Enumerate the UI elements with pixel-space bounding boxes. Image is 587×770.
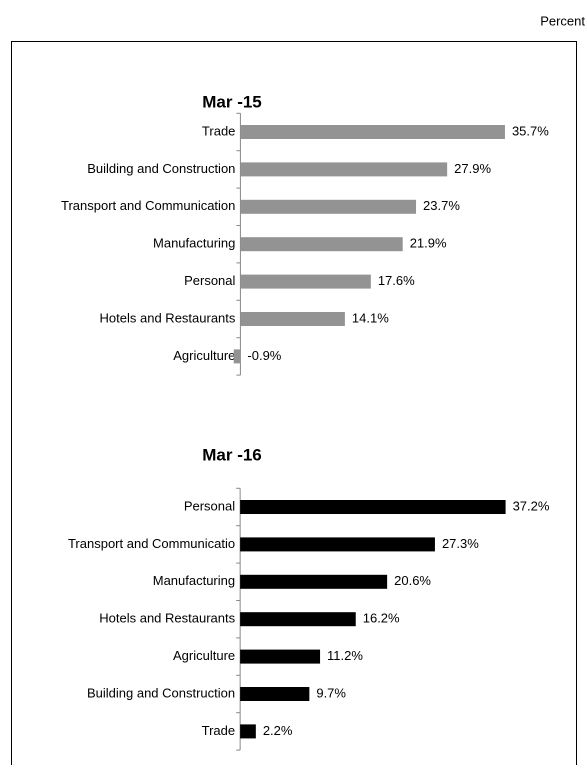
bar bbox=[240, 199, 417, 214]
value-label: 11.2% bbox=[327, 648, 363, 663]
value-label: 27.9% bbox=[454, 161, 491, 176]
bar bbox=[240, 237, 403, 252]
category-label: Hotels and Restaurants bbox=[100, 310, 236, 325]
bar bbox=[240, 612, 356, 627]
chart-title: Mar -15 bbox=[202, 92, 262, 111]
bar bbox=[240, 162, 448, 177]
category-label: Agriculture bbox=[173, 348, 235, 363]
bar bbox=[240, 274, 371, 289]
value-label: 27.3% bbox=[442, 536, 479, 551]
bar bbox=[240, 724, 256, 739]
value-label: 35.7% bbox=[512, 123, 549, 138]
bar bbox=[240, 125, 505, 139]
value-label: 17.6% bbox=[378, 273, 415, 288]
value-label: 20.6% bbox=[394, 573, 431, 588]
category-label: Personal bbox=[184, 273, 235, 288]
value-label: -0.9% bbox=[247, 348, 281, 363]
unit-label: Percent bbox=[540, 13, 585, 28]
bar bbox=[233, 349, 241, 364]
value-label: 14.1% bbox=[352, 310, 389, 325]
value-label: 16.2% bbox=[363, 611, 400, 626]
bar bbox=[240, 537, 435, 552]
bar bbox=[240, 687, 310, 701]
category-label: Building and Construction bbox=[87, 161, 235, 176]
chart-title: Mar -16 bbox=[202, 445, 262, 464]
category-label: Trade bbox=[202, 723, 235, 738]
bar bbox=[240, 500, 506, 514]
category-label: Agriculture bbox=[173, 648, 235, 663]
category-label: Transport and Communicatio bbox=[68, 536, 235, 551]
value-label: 37.2% bbox=[513, 498, 550, 513]
category-label: Transport and Communication bbox=[61, 198, 235, 213]
value-label: 23.7% bbox=[423, 198, 460, 213]
bar bbox=[240, 574, 388, 589]
bar bbox=[240, 649, 321, 664]
category-label: Manufacturing bbox=[153, 573, 235, 588]
value-label: 21.9% bbox=[410, 236, 447, 251]
category-label: Building and Construction bbox=[87, 685, 235, 700]
bar bbox=[240, 312, 345, 326]
category-label: Hotels and Restaurants bbox=[99, 611, 235, 626]
category-label: Manufacturing bbox=[153, 236, 235, 251]
category-label: Trade bbox=[202, 123, 235, 138]
value-label: 9.7% bbox=[316, 685, 346, 700]
value-label: 2.2% bbox=[263, 723, 293, 738]
category-label: Personal bbox=[184, 498, 235, 513]
frame bbox=[11, 41, 577, 770]
